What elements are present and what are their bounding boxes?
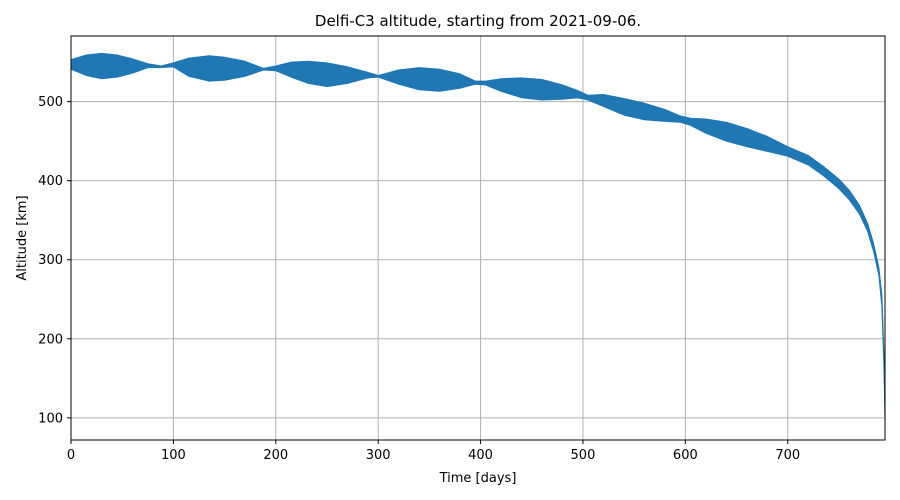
chart-title: Delfi-C3 altitude, starting from 2021-09… [315, 12, 641, 30]
x-axis-label: Time [days] [439, 471, 517, 486]
y-axis-label: Altitude [km] [15, 195, 30, 280]
y-tick-label: 200 [38, 332, 63, 347]
x-tick-label: 600 [673, 448, 698, 463]
y-tick-label: 400 [38, 174, 63, 189]
x-tick-label: 300 [366, 448, 391, 463]
x-tick-label: 500 [571, 448, 596, 463]
x-tick-label: 200 [263, 448, 288, 463]
altitude-band-series [70, 52, 886, 423]
y-tick-label: 300 [38, 253, 63, 268]
x-tick-label: 100 [161, 448, 186, 463]
plot-frame [70, 35, 886, 441]
x-tick-label: 400 [468, 448, 493, 463]
grid-lines [70, 36, 885, 440]
x-tick-label: 0 [67, 448, 75, 463]
y-tick-label: 500 [38, 95, 63, 110]
y-tick-label: 100 [38, 411, 63, 426]
x-tick-label: 700 [775, 448, 800, 463]
plot-area [70, 52, 886, 423]
axis-ticks: 0 100 200 300 400 500 600 700 100 200 300 400 500 [38, 95, 800, 463]
